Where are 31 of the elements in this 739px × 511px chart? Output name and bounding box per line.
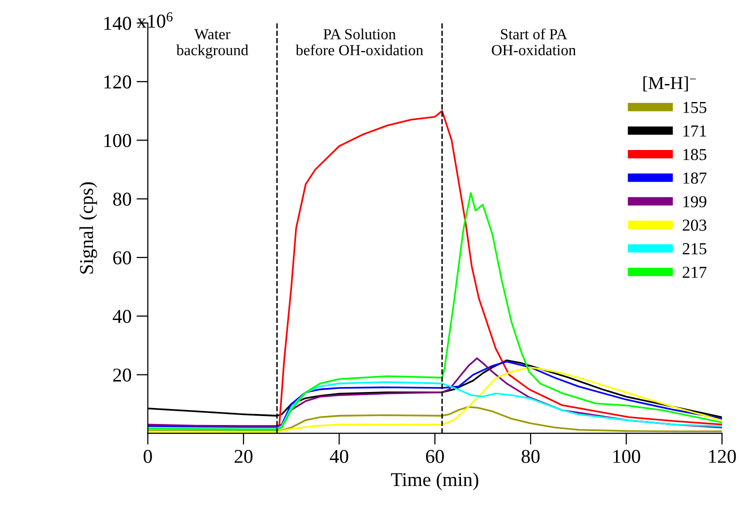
- legend-label: 217: [682, 266, 707, 278]
- y-axis-title: Signal (cps): [79, 182, 98, 274]
- legend-title: [M-H]$^{−}$: [643, 76, 696, 92]
- annotation: Start of PA OH-oxidation: [492, 28, 576, 56]
- x-tick-label: 0: [144, 450, 152, 463]
- legend-label: 185: [683, 148, 706, 160]
- y-tick-label: 20: [113, 368, 132, 382]
- x-tick-label: 60: [426, 450, 444, 463]
- legend-label: 171: [683, 125, 706, 136]
- x-axis-title: Time (min): [391, 472, 478, 490]
- y-tick-label: 80: [113, 192, 132, 206]
- x-tick-label: 80: [522, 450, 540, 463]
- x-tick-label: 100: [613, 450, 640, 463]
- legend-label: 199: [683, 196, 706, 208]
- legend-label: 215: [682, 243, 706, 254]
- x-tick-label: 40: [330, 450, 348, 463]
- line-series: [148, 381, 722, 430]
- line-series: [148, 192, 722, 430]
- legend-label: 203: [682, 220, 706, 231]
- y-tick-label: 60: [113, 251, 132, 264]
- legend-label: 187: [683, 172, 707, 184]
- annotation: x10$^{6}$: [137, 12, 173, 28]
- annotation: Water background: [176, 29, 248, 58]
- legend-label: 155: [683, 102, 706, 114]
- y-tick-label: 140: [104, 16, 132, 30]
- x-tick-label: 20: [234, 450, 252, 463]
- y-tick-label: 100: [104, 134, 132, 148]
- y-tick-label: 40: [112, 310, 132, 324]
- x-tick-label: 120: [709, 450, 736, 463]
- annotation: PA Solution before OH-oxidation: [296, 28, 424, 56]
- y-tick-label: 120: [104, 75, 132, 89]
